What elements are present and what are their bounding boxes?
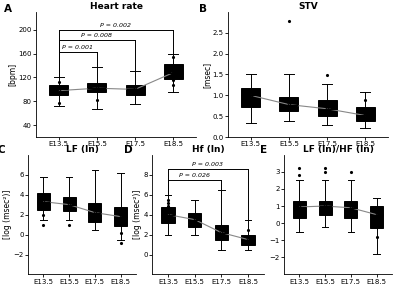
PathPatch shape — [280, 98, 298, 111]
Y-axis label: [log (msec²)]: [log (msec²)] — [133, 190, 142, 239]
PathPatch shape — [126, 85, 144, 95]
Text: D: D — [124, 145, 133, 155]
Text: P = 0.008: P = 0.008 — [82, 34, 112, 39]
Text: A: A — [4, 4, 12, 14]
Title: LF (ln): LF (ln) — [66, 145, 98, 154]
PathPatch shape — [114, 207, 127, 226]
Title: STV: STV — [298, 2, 318, 11]
PathPatch shape — [63, 197, 76, 211]
Text: P = 0.003: P = 0.003 — [192, 162, 224, 167]
PathPatch shape — [161, 207, 175, 223]
PathPatch shape — [318, 100, 336, 116]
Title: Heart rate: Heart rate — [90, 2, 142, 11]
PathPatch shape — [241, 88, 260, 107]
Title: LF (ln)/HF (ln): LF (ln)/HF (ln) — [302, 145, 374, 154]
PathPatch shape — [188, 213, 201, 227]
Y-axis label: [bpm]: [bpm] — [8, 63, 17, 86]
Y-axis label: [log (msec²)]: [log (msec²)] — [3, 190, 12, 239]
PathPatch shape — [215, 225, 228, 239]
PathPatch shape — [344, 201, 357, 218]
Text: P = 0.001: P = 0.001 — [62, 46, 94, 51]
Text: B: B — [199, 4, 207, 14]
PathPatch shape — [319, 201, 332, 215]
Text: P = 0.002: P = 0.002 — [100, 23, 132, 28]
PathPatch shape — [370, 206, 383, 228]
Text: C: C — [0, 145, 5, 155]
Y-axis label: [msec]: [msec] — [202, 61, 211, 88]
PathPatch shape — [356, 107, 375, 121]
PathPatch shape — [293, 201, 306, 218]
PathPatch shape — [37, 193, 50, 210]
PathPatch shape — [49, 85, 68, 95]
Title: Hf (ln): Hf (ln) — [192, 145, 224, 154]
Text: E: E — [260, 145, 267, 155]
PathPatch shape — [241, 234, 255, 245]
PathPatch shape — [88, 203, 101, 222]
PathPatch shape — [164, 64, 183, 79]
PathPatch shape — [88, 84, 106, 92]
Text: P = 0.026: P = 0.026 — [179, 173, 210, 178]
